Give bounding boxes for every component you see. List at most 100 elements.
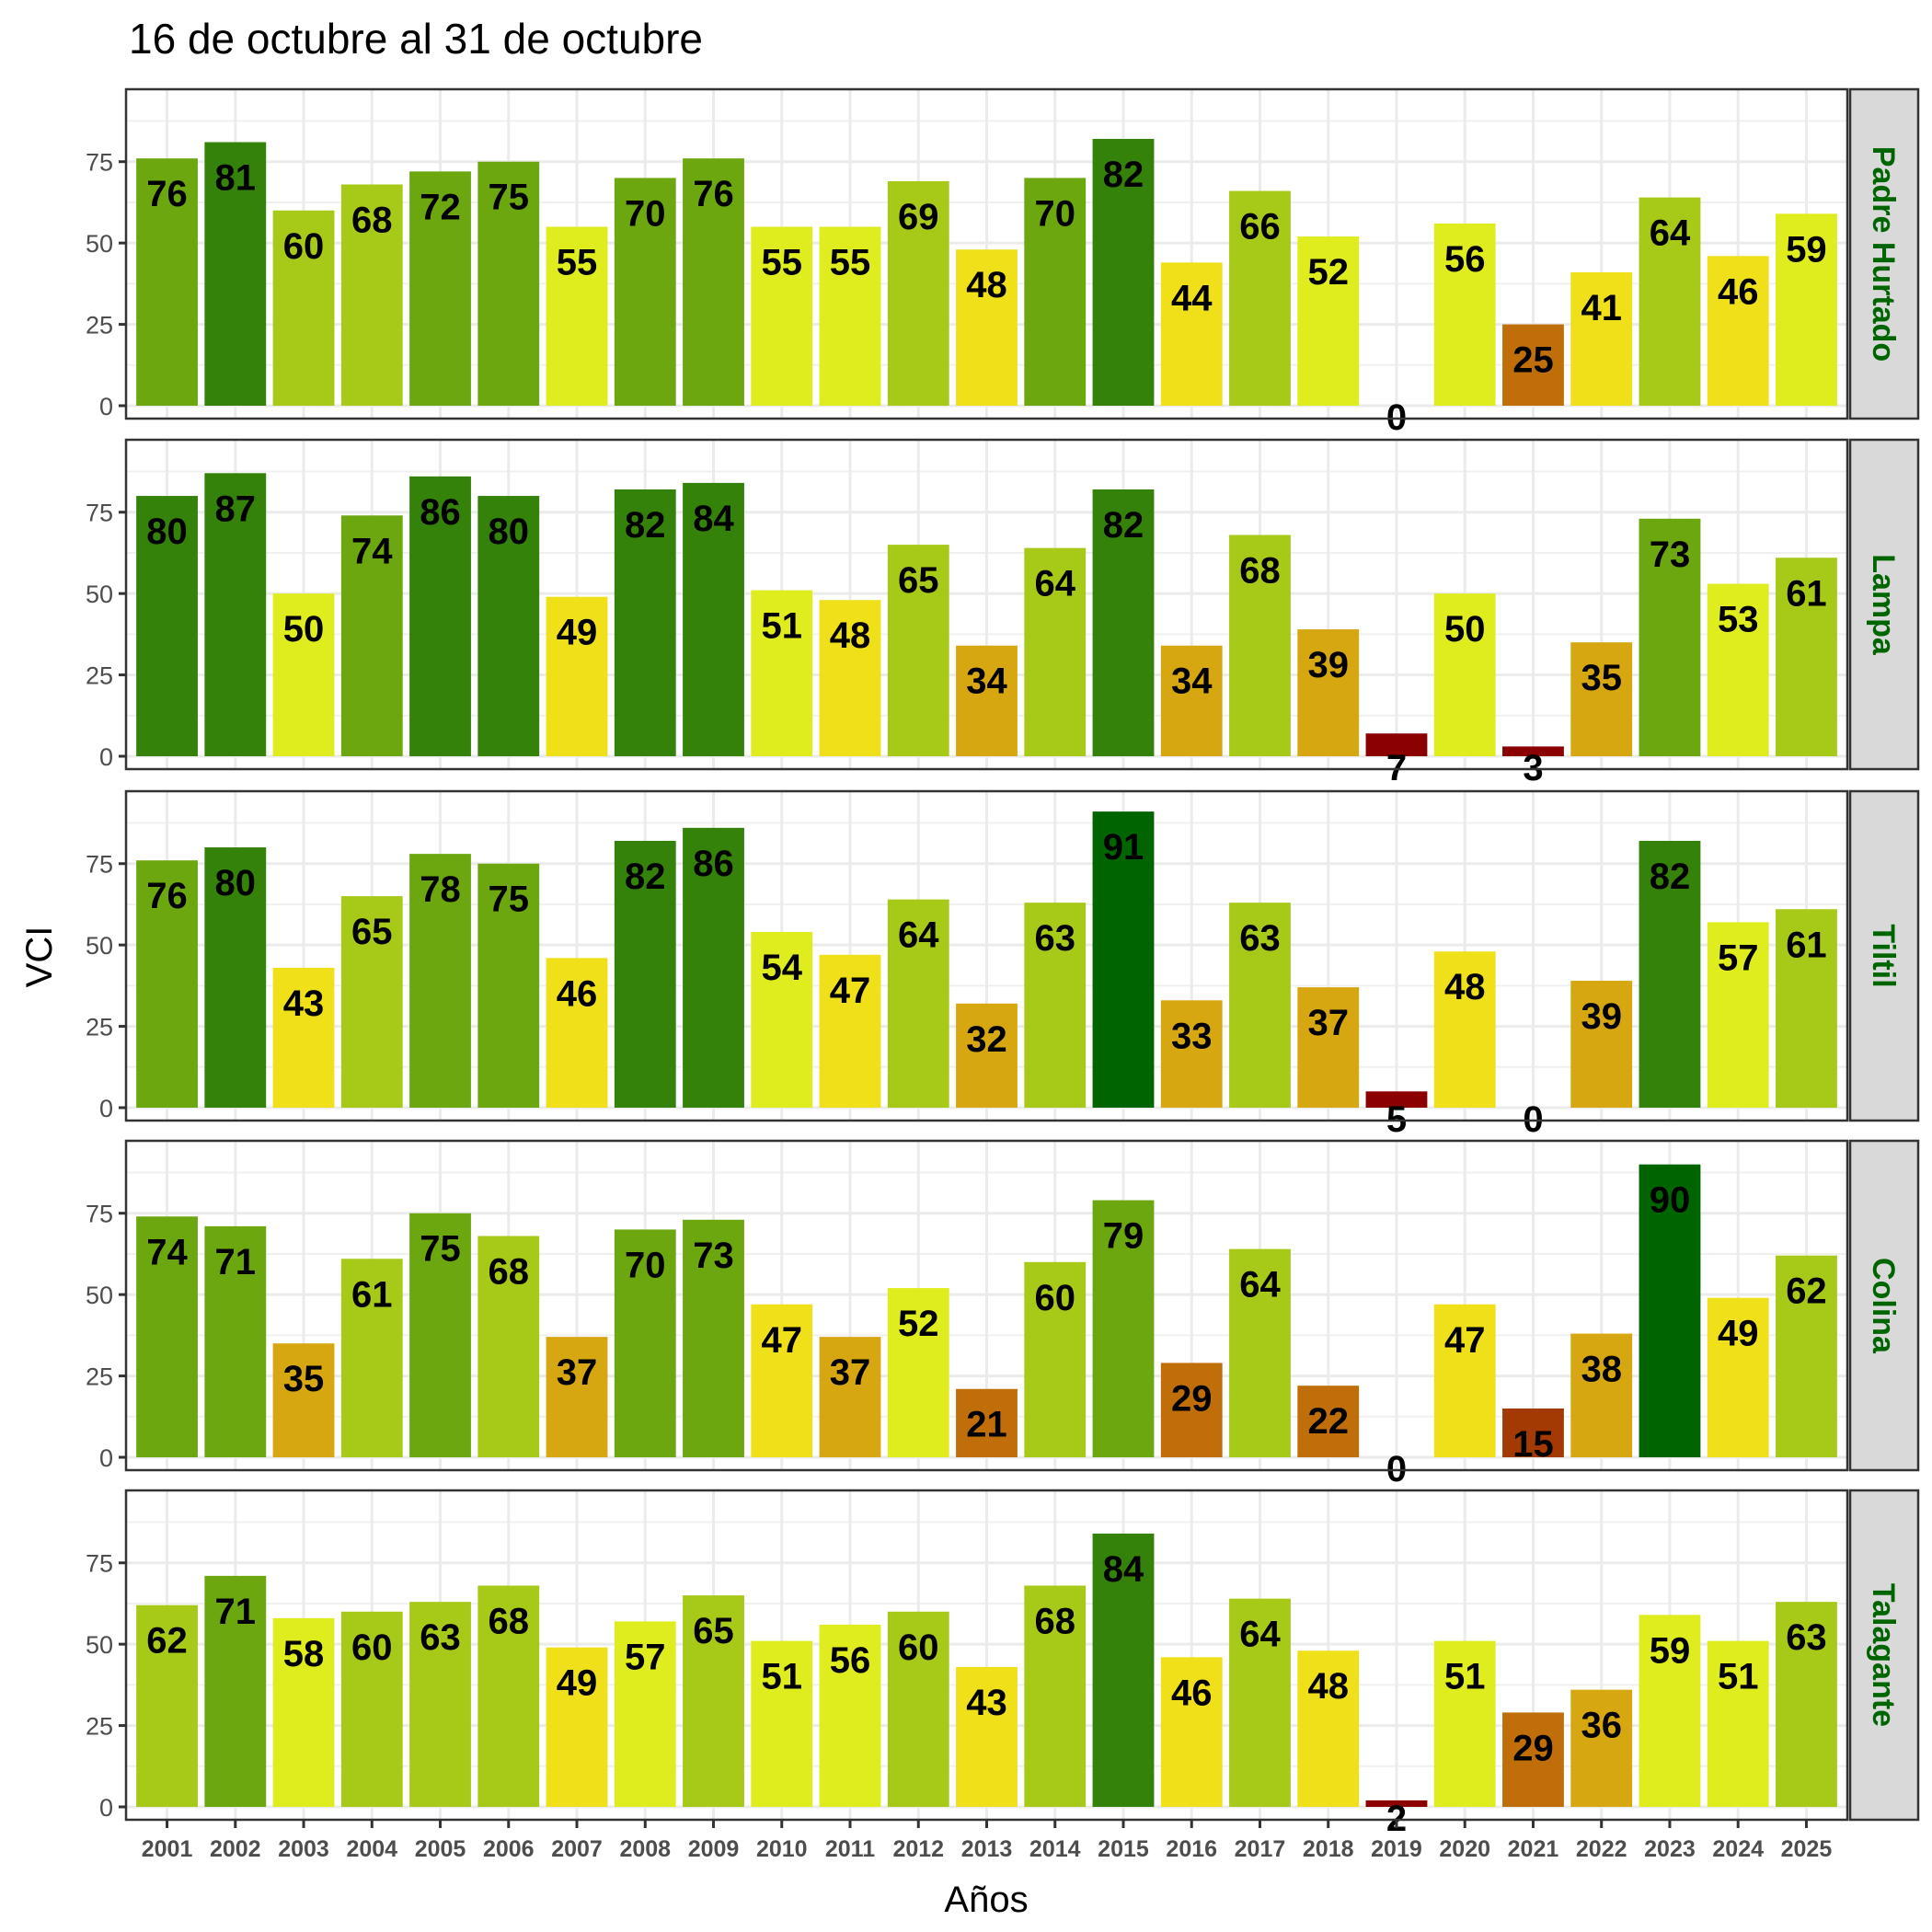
bar-value-label: 64 (1034, 564, 1075, 604)
bar-value-label: 35 (1581, 658, 1622, 698)
bar-value-label: 48 (1444, 967, 1486, 1007)
facet-strip-label: Colina (1866, 1258, 1901, 1354)
bar-value-label: 29 (1171, 1378, 1213, 1419)
bar-value-label: 51 (1444, 1657, 1486, 1697)
bar-value-label: 64 (1239, 1265, 1281, 1305)
bar-2004 (340, 184, 403, 406)
bar-2016 (1160, 645, 1223, 756)
x-tick-label: 2004 (346, 1836, 397, 1862)
panel-border (124, 789, 1849, 1122)
bar-2016 (1160, 1363, 1223, 1457)
bar-2013 (956, 645, 1018, 756)
bar-2002 (204, 1575, 267, 1807)
bar-value-label: 60 (283, 226, 325, 267)
bar-value-label: 75 (420, 1229, 461, 1270)
bar-2025 (1776, 1255, 1837, 1457)
bar-2018 (1297, 1650, 1360, 1807)
bar-value-label: 46 (1171, 1673, 1213, 1713)
bar-2010 (751, 1304, 813, 1457)
bar-2016 (1160, 262, 1223, 406)
bar-value-label: 90 (1650, 1180, 1691, 1221)
bar-value-label: 69 (898, 197, 939, 237)
bar-2018 (1297, 629, 1360, 756)
bar-value-label: 65 (693, 1611, 734, 1651)
y-tick-label: 50 (86, 581, 113, 608)
bar-value-label: 76 (693, 174, 734, 214)
bar-value-label: 84 (1103, 1549, 1144, 1590)
bar-2005 (409, 171, 471, 406)
bar-2024 (1707, 1640, 1769, 1807)
facet-strip-label: Tiltil (1866, 924, 1901, 987)
bar-2006 (477, 496, 540, 756)
bar-value-label: 82 (625, 857, 666, 897)
y-tick-label: 50 (86, 230, 113, 258)
panel-border (124, 87, 1849, 420)
bar-value-label: 56 (830, 1640, 871, 1681)
bar-value-label: 49 (557, 1663, 598, 1704)
bar-value-label: 59 (1786, 229, 1827, 270)
bar-2009 (683, 158, 744, 406)
bar-value-label: 25 (1512, 340, 1554, 381)
bar-value-label: 55 (557, 242, 598, 282)
bar-value-label: 49 (557, 613, 598, 653)
bar-value-label: 60 (898, 1627, 939, 1668)
chart-title: 16 de octubre al 31 de octubre (129, 15, 703, 63)
y-tick-label: 75 (86, 149, 113, 177)
bar-2005 (409, 854, 471, 1108)
bar-value-label: 57 (1718, 937, 1759, 978)
bar-2017 (1229, 1248, 1291, 1457)
bar-2006 (477, 1585, 540, 1807)
bar-2005 (409, 1602, 471, 1807)
bar-2017 (1229, 190, 1291, 406)
bar-value-label: 52 (898, 1304, 939, 1344)
bar-value-label: 78 (420, 869, 461, 910)
bar-value-label: 46 (557, 973, 598, 1014)
bar-2010 (751, 932, 813, 1108)
x-tick-label: 2020 (1439, 1836, 1490, 1862)
bar-2006 (477, 863, 540, 1108)
bar-value-label: 71 (215, 1592, 257, 1632)
bar-value-label: 59 (1650, 1630, 1691, 1671)
bar-2019 (1365, 1091, 1428, 1108)
bar-value-label: 50 (283, 609, 325, 650)
x-tick-label: 2009 (688, 1836, 740, 1862)
bar-2010 (751, 226, 813, 406)
x-tick-label: 2015 (1098, 1836, 1149, 1862)
bar-2019 (1365, 733, 1428, 756)
bar-2013 (956, 249, 1018, 406)
y-tick-label: 50 (86, 932, 113, 960)
bar-value-label: 91 (1103, 827, 1144, 868)
bar-value-label: 58 (283, 1634, 325, 1674)
bar-value-label: 87 (215, 489, 257, 529)
bar-2012 (887, 899, 949, 1108)
bar-2024 (1707, 583, 1769, 756)
bar-2022 (1570, 981, 1633, 1108)
bar-value-label: 55 (762, 242, 803, 282)
bar-2003 (272, 1617, 335, 1807)
bar-2018 (1297, 236, 1360, 406)
bar-value-label: 55 (830, 242, 871, 282)
bar-value-label: 15 (1512, 1424, 1554, 1465)
bar-2003 (272, 593, 335, 756)
bar-2020 (1433, 593, 1496, 756)
bar-2005 (409, 476, 471, 756)
bar-value-label: 68 (351, 200, 393, 240)
bar-value-label: 60 (351, 1627, 393, 1668)
bar-value-label: 61 (1786, 573, 1827, 614)
bar-value-label: 62 (1786, 1271, 1827, 1312)
bar-2025 (1776, 909, 1837, 1108)
bar-value-label: 72 (420, 187, 461, 227)
bar-2001 (136, 496, 198, 756)
bar-value-label: 37 (830, 1352, 871, 1393)
bar-value-label: 79 (1103, 1216, 1144, 1257)
facet-panel-lampa: 80 87 50 74 86 80 49 82 84 51 48 65 34 64 82 34 68 39 75 0 3… (86, 438, 1920, 788)
bar-2011 (819, 1337, 881, 1457)
bar-2006 (477, 1236, 540, 1457)
bar-value-label: 73 (693, 1236, 734, 1276)
bar-2003 (272, 967, 335, 1108)
bar-value-label: 70 (625, 1245, 666, 1285)
x-tick-label: 2005 (415, 1836, 466, 1862)
bar-2010 (751, 590, 813, 756)
y-tick-label: 25 (86, 312, 113, 339)
